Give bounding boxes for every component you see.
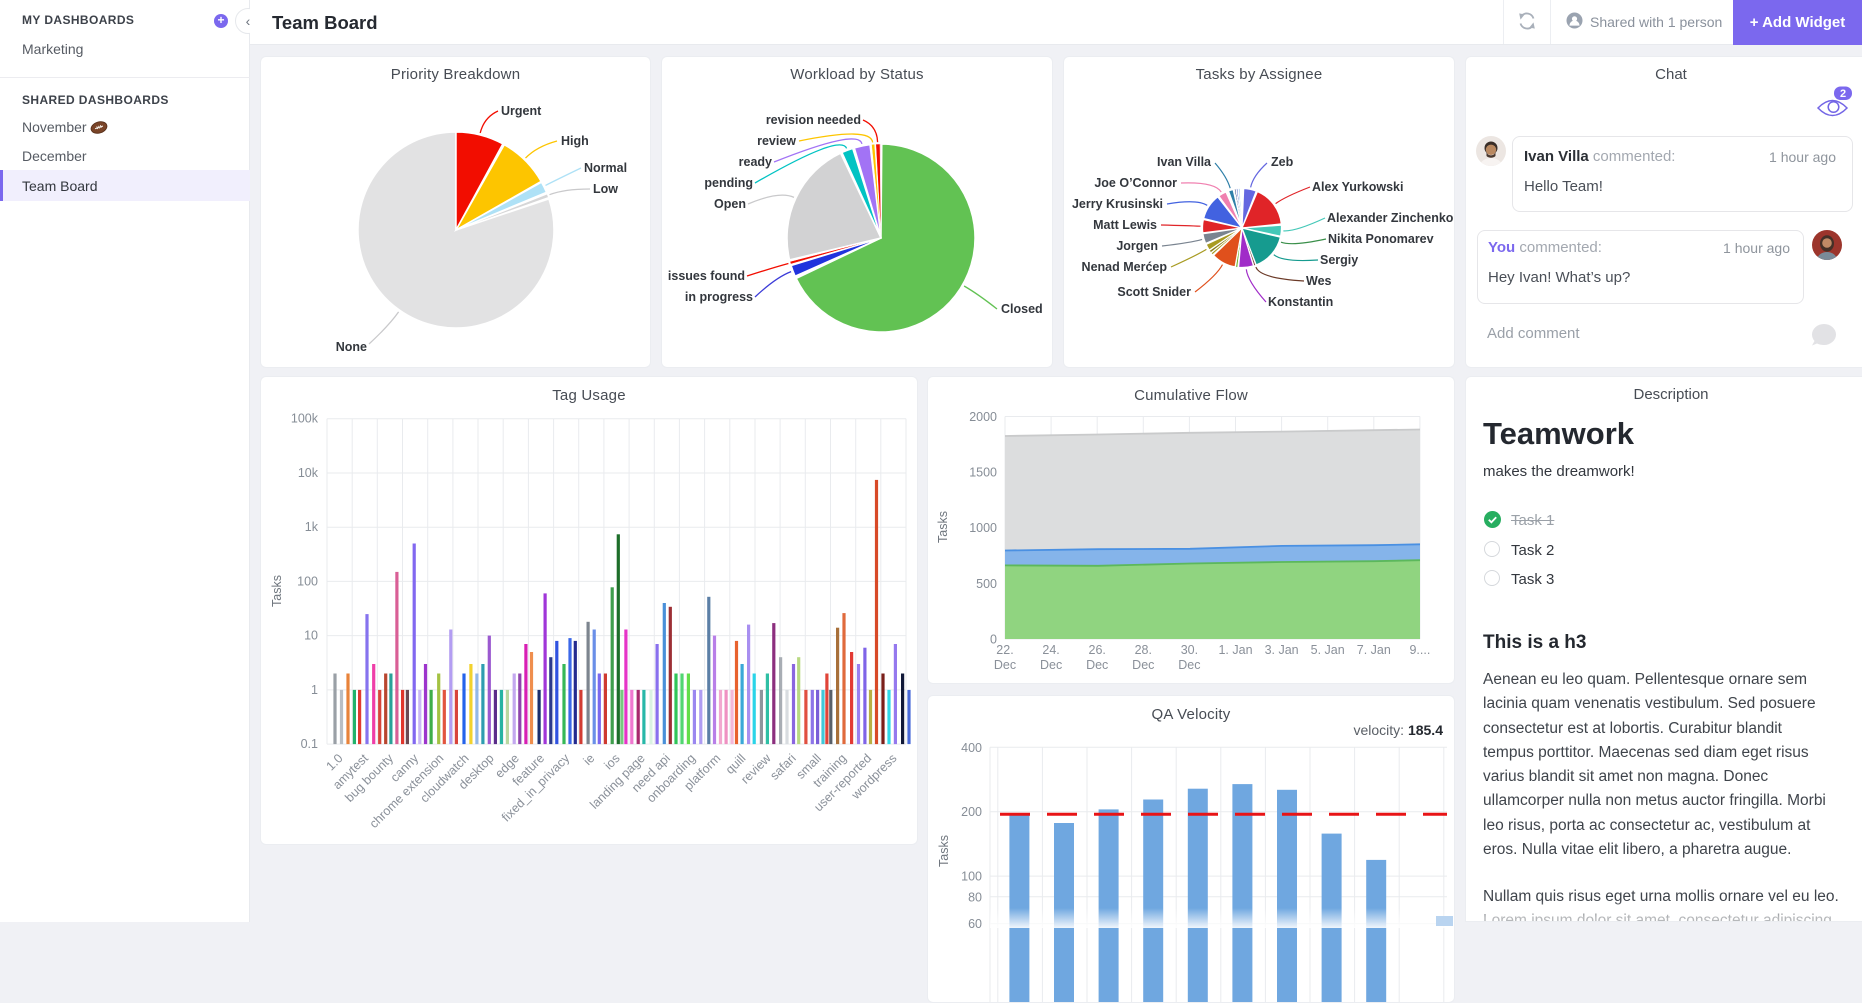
svg-text:Konstantin: Konstantin bbox=[1268, 295, 1333, 309]
svg-text:in progress: in progress bbox=[685, 290, 753, 304]
svg-text:Dec: Dec bbox=[1040, 658, 1062, 672]
svg-text:Urgent: Urgent bbox=[501, 104, 542, 118]
svg-text:Dec: Dec bbox=[994, 658, 1016, 672]
svg-text:30.: 30. bbox=[1181, 643, 1198, 657]
svg-text:Tasks: Tasks bbox=[270, 575, 284, 607]
svg-text:10k: 10k bbox=[298, 466, 319, 480]
svg-text:7. Jan: 7. Jan bbox=[1357, 643, 1391, 657]
svg-text:Dec: Dec bbox=[1132, 658, 1154, 672]
svg-text:Jorgen: Jorgen bbox=[1116, 239, 1158, 253]
svg-text:1: 1 bbox=[311, 683, 318, 697]
svg-text:Closed: Closed bbox=[1001, 302, 1043, 316]
svg-text:1k: 1k bbox=[305, 520, 319, 534]
svg-text:Alexander Zinchenko: Alexander Zinchenko bbox=[1327, 211, 1454, 225]
svg-text:Alex Yurkowski: Alex Yurkowski bbox=[1312, 180, 1404, 194]
svg-text:revision needed: revision needed bbox=[766, 113, 861, 127]
svg-text:Tasks: Tasks bbox=[937, 835, 951, 867]
svg-text:Sergiy: Sergiy bbox=[1320, 253, 1358, 267]
svg-text:400: 400 bbox=[961, 741, 982, 755]
svg-text:9....: 9.... bbox=[1409, 643, 1430, 657]
svg-text:28.: 28. bbox=[1135, 643, 1152, 657]
svg-text:Normal: Normal bbox=[584, 161, 627, 175]
svg-text:500: 500 bbox=[976, 577, 997, 591]
svg-text:Ivan Villa: Ivan Villa bbox=[1157, 155, 1212, 169]
svg-text:Wes: Wes bbox=[1306, 274, 1332, 288]
svg-text:100: 100 bbox=[961, 870, 982, 884]
svg-text:Tasks: Tasks bbox=[936, 511, 950, 543]
svg-text:24.: 24. bbox=[1042, 643, 1059, 657]
svg-text:Nikita Ponomarev: Nikita Ponomarev bbox=[1328, 232, 1434, 246]
svg-text:Nenad Merćep: Nenad Merćep bbox=[1082, 260, 1168, 274]
svg-text:ie: ie bbox=[581, 751, 598, 768]
svg-text:Zeb: Zeb bbox=[1271, 155, 1294, 169]
svg-text:review: review bbox=[738, 751, 774, 787]
svg-text:pending: pending bbox=[704, 176, 753, 190]
svg-text:22.: 22. bbox=[996, 643, 1013, 657]
svg-text:1. Jan: 1. Jan bbox=[1218, 643, 1252, 657]
svg-text:review: review bbox=[757, 134, 796, 148]
svg-text:safari: safari bbox=[767, 751, 799, 783]
svg-text:None: None bbox=[336, 340, 367, 354]
svg-text:ready: ready bbox=[739, 155, 772, 169]
svg-text:10: 10 bbox=[304, 629, 318, 643]
svg-text:5. Jan: 5. Jan bbox=[1311, 643, 1345, 657]
svg-text:issues found: issues found bbox=[668, 269, 745, 283]
svg-text:60: 60 bbox=[968, 917, 982, 931]
svg-text:2000: 2000 bbox=[969, 410, 997, 424]
svg-text:Dec: Dec bbox=[1178, 658, 1200, 672]
svg-text:80: 80 bbox=[968, 890, 982, 904]
svg-text:Matt Lewis: Matt Lewis bbox=[1093, 218, 1157, 232]
svg-text:Low: Low bbox=[593, 182, 618, 196]
svg-text:0: 0 bbox=[990, 633, 997, 647]
svg-text:1500: 1500 bbox=[969, 466, 997, 480]
svg-text:Jerry Krusinski: Jerry Krusinski bbox=[1072, 197, 1163, 211]
svg-text:2: 2 bbox=[1840, 88, 1846, 100]
svg-text:High: High bbox=[561, 134, 589, 148]
svg-text:26.: 26. bbox=[1089, 643, 1106, 657]
svg-text:Scott Snider: Scott Snider bbox=[1117, 285, 1191, 299]
svg-text:Dec: Dec bbox=[1086, 658, 1108, 672]
svg-text:3. Jan: 3. Jan bbox=[1265, 643, 1299, 657]
svg-text:200: 200 bbox=[961, 805, 982, 819]
svg-text:Joe O’Connor: Joe O’Connor bbox=[1094, 176, 1177, 190]
svg-text:1000: 1000 bbox=[969, 521, 997, 535]
svg-text:Open: Open bbox=[714, 197, 746, 211]
svg-text:0.1: 0.1 bbox=[301, 737, 318, 751]
svg-text:100k: 100k bbox=[291, 412, 319, 426]
svg-text:100: 100 bbox=[297, 574, 318, 588]
